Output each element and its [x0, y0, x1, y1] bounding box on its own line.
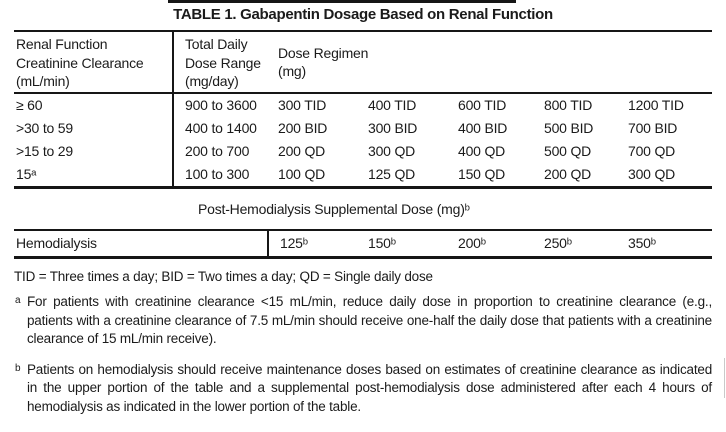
cell-supplemental-dose: 150ᵇ — [368, 235, 396, 251]
post-hemodialysis-section: Post-Hemodialysis Supplemental Dose (mg)… — [14, 189, 712, 229]
hemodialysis-table: Hemodialysis 125ᵇ 150ᵇ 200ᵇ 250ᵇ 350ᵇ — [14, 229, 712, 259]
post-hemodialysis-section-header: Post-Hemodialysis Supplemental Dose (mg)… — [198, 201, 470, 217]
cell-dose-range: 200 to 700 — [172, 140, 267, 163]
cell-dose-regimen: 200 BID — [278, 120, 328, 136]
cell-dose-regimen: 800 TID — [544, 97, 593, 113]
cell-dose-regimen: 400 BID — [458, 120, 508, 136]
cell-dose-range: 400 to 1400 — [172, 117, 267, 140]
cell-dose-regimen: 100 QD — [278, 166, 326, 182]
cell-dose-regimen: 700 BID — [628, 120, 678, 136]
cropped-edge-artifact — [724, 358, 725, 398]
footnote-a-text: For patients with creatinine clearance <… — [27, 294, 712, 346]
cell-dose-regimen: 200 QD — [544, 166, 592, 182]
cell-dose-regimen: 200 QD — [278, 143, 326, 159]
cell-dose-regimen: 300 TID — [278, 97, 327, 113]
header-renal-function: Renal Function Creatinine Clearance (mL/… — [14, 32, 172, 94]
cell-creatinine-clearance: >30 to 59 — [16, 120, 73, 136]
footnote-b-text: Patients on hemodialysis should receive … — [27, 361, 712, 414]
cell-hemodialysis-label: Hemodialysis — [16, 235, 97, 251]
cell-dose-regimen: 150 QD — [458, 166, 506, 182]
cell-creatinine-clearance: ≥ 60 — [16, 97, 43, 113]
footnote-b: b Patients on hemodialysis should receiv… — [14, 361, 712, 417]
footnote-b-marker: b — [15, 362, 21, 374]
cell-dose-regimen: 300 QD — [368, 143, 416, 159]
cell-dose-range: 100 to 300 — [172, 163, 267, 186]
footnote-a: a For patients with creatinine clearance… — [14, 293, 712, 349]
cell-creatinine-clearance: 15ᵃ — [16, 166, 37, 182]
cell-dose-regimen: 1200 TID — [628, 97, 684, 113]
cell-dose-regimen: 500 QD — [544, 143, 592, 159]
cell-dose-regimen: 300 QD — [628, 166, 676, 182]
renal-dosage-table: Renal Function Creatinine Clearance (mL/… — [14, 30, 712, 189]
cell-dose-regimen: 125 QD — [368, 166, 416, 182]
cell-dose-regimen: 400 QD — [458, 143, 506, 159]
cell-supplemental-dose: 350ᵇ — [628, 235, 656, 251]
cell-dose-regimen: 400 TID — [368, 97, 417, 113]
cell-dose-regimen: 600 TID — [458, 97, 507, 113]
header-dose-regimen: Dose Regimen (mg) — [267, 32, 712, 94]
footnote-a-marker: a — [15, 295, 21, 306]
cell-supplemental-dose: 200ᵇ — [458, 235, 486, 251]
abbreviation-key: TID = Three times a day; BID = Two times… — [14, 269, 433, 284]
cell-supplemental-dose: 125ᵇ — [267, 231, 357, 256]
cropped-rule-artifact — [168, 0, 516, 3]
header-total-daily-dose-range: Total Daily Dose Range (mg/day) — [172, 32, 267, 94]
table-title: TABLE 1. Gabapentin Dosage Based on Rena… — [173, 6, 553, 23]
cell-dose-regimen: 300 BID — [368, 120, 418, 136]
cell-supplemental-dose: 250ᵇ — [544, 235, 572, 251]
cell-dose-regimen: 500 BID — [544, 120, 594, 136]
cell-creatinine-clearance: >15 to 29 — [16, 143, 73, 159]
cell-dose-range: 900 to 3600 — [172, 94, 267, 117]
cell-dose-regimen: 700 QD — [628, 143, 676, 159]
